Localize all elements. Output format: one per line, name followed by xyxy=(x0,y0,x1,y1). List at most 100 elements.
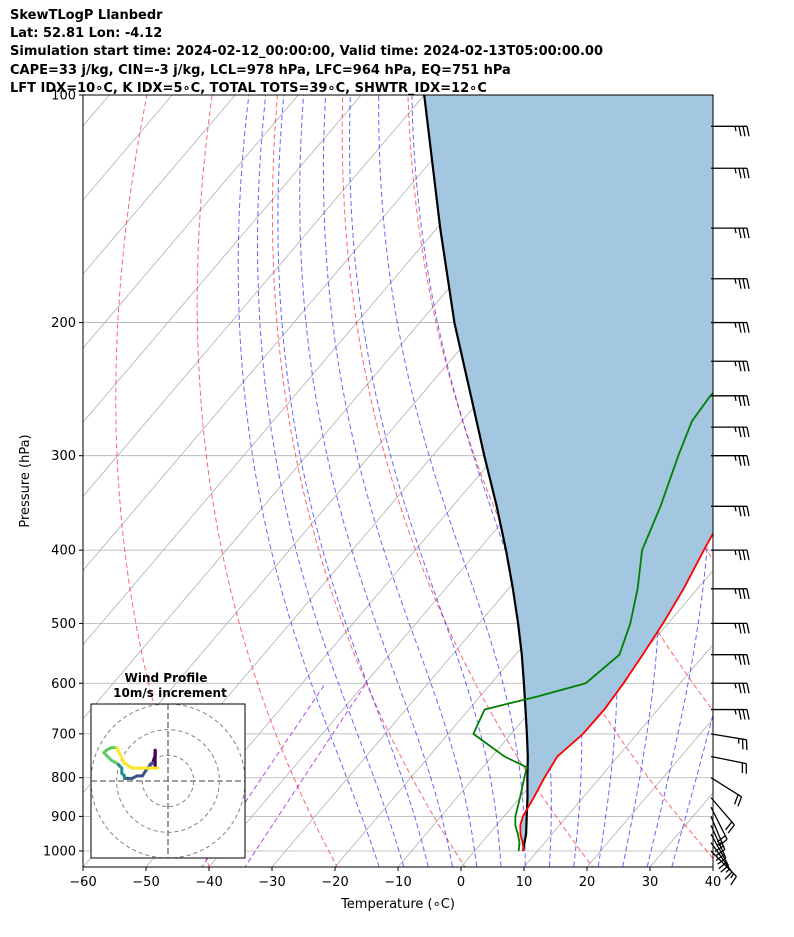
wind-barb-flag xyxy=(738,683,742,694)
x-tick-label: −10 xyxy=(384,875,411,890)
wind-barb-half-flag xyxy=(734,426,737,433)
wind-barb-flag xyxy=(716,835,726,843)
wind-barb-flag xyxy=(742,455,746,466)
wind-barb xyxy=(711,360,750,372)
isotherm--110 xyxy=(83,95,425,498)
wind-barb-flag xyxy=(746,506,750,517)
wind-barb-half-flag xyxy=(734,550,737,556)
x-tick-label: 10 xyxy=(516,875,533,890)
wind-barb xyxy=(710,777,743,807)
y-tick-label: 100 xyxy=(51,89,76,104)
wind-barb-flag xyxy=(746,588,750,599)
wind-barb-half-flag xyxy=(734,361,737,367)
isotherm-50 xyxy=(763,22,794,883)
hodograph-segment xyxy=(122,761,134,770)
wind-barb-flag xyxy=(742,683,746,694)
isotherm--140 xyxy=(83,95,236,275)
wind-barb-half-flag xyxy=(734,588,737,594)
wind-barb-half-flag xyxy=(734,168,737,174)
dry-adiabat-410 xyxy=(714,22,794,883)
x-tick-label: −50 xyxy=(132,875,159,890)
y-tick-label: 1000 xyxy=(43,844,76,859)
y-tick-label: 600 xyxy=(51,677,76,692)
x-tick-label: −20 xyxy=(321,875,348,890)
wind-barb-flag xyxy=(742,361,746,372)
wind-barb-half-flag xyxy=(734,126,737,132)
isotherm--130 xyxy=(83,95,299,349)
wind-barb-staff xyxy=(710,777,742,798)
wind-barb-half-flag xyxy=(734,395,737,401)
wind-barb-flag xyxy=(738,361,742,372)
isotherm-40 xyxy=(712,866,713,867)
wind-barb-flag xyxy=(746,168,750,179)
hodograph-segment xyxy=(117,751,126,765)
wind-barb-flag xyxy=(738,426,742,438)
chart-title: SkewTLogP Llanbedr xyxy=(10,8,163,23)
wind-barb-flag xyxy=(737,796,743,807)
moist-adiabat--16 xyxy=(237,95,380,867)
wind-profile-inset: Wind Profile 10m/s increment xyxy=(90,671,246,859)
wind-barb-half-flag xyxy=(734,322,737,328)
parcel-profile-line xyxy=(423,95,529,852)
moist-adiabat-8 xyxy=(378,95,526,867)
wind-barb-flag xyxy=(738,588,742,599)
wind-barb-flag xyxy=(742,426,746,438)
wind-barb-flag xyxy=(742,709,746,720)
dry-adiabat-290 xyxy=(341,95,594,867)
wind-barb-flag xyxy=(746,550,750,561)
indices-line-2: LFT IDX=10∘C, K IDX=5∘C, TOTAL TOTS=39∘C… xyxy=(10,80,487,96)
wind-barb xyxy=(711,708,750,720)
location-line: Lat: 52.81 Lon: -4.12 xyxy=(10,26,163,42)
wind-barb xyxy=(711,167,750,179)
wind-barb-flag xyxy=(738,395,742,406)
wind-barb-half-flag xyxy=(734,683,737,689)
wind-barb-flag xyxy=(715,853,725,862)
inset-frame xyxy=(90,703,246,859)
wind-barb xyxy=(711,682,750,694)
temperature-profile-line xyxy=(519,531,713,852)
wind-barb-flag xyxy=(738,126,742,137)
x-tick-label: −60 xyxy=(69,875,96,890)
wind-barb-flag xyxy=(742,126,746,137)
wind-barb-flag xyxy=(746,709,750,720)
wind-barb xyxy=(711,321,750,333)
times-line: Simulation start time: 2024-02-12_00:00:… xyxy=(10,44,603,60)
wind-barb-staff xyxy=(710,797,735,826)
wind-barb xyxy=(711,588,750,599)
mixing-ratio-0.1 xyxy=(201,683,326,867)
isotherm-10 xyxy=(523,644,713,867)
wind-barb-flag xyxy=(746,623,750,634)
wind-barb-flag xyxy=(738,709,742,720)
wind-barb-flag xyxy=(718,861,727,870)
y-tick-label: 300 xyxy=(51,449,76,464)
moist-adiabat-28 xyxy=(628,95,711,867)
wind-barb-staff xyxy=(710,833,730,866)
indices-line-1: CAPE=33 j/kg, CIN=-3 j/kg, LCL=978 hPa, … xyxy=(10,62,511,78)
wind-barb-flag xyxy=(738,168,742,179)
moist-adiabat--8 xyxy=(277,95,429,867)
wind-barb-flag xyxy=(746,361,750,372)
wind-barb-flag xyxy=(738,322,742,333)
cape-shade-area xyxy=(424,95,713,851)
isotherm--150 xyxy=(83,95,173,201)
wind-barb-flag xyxy=(738,455,742,466)
wind-barb-flag xyxy=(742,654,746,665)
x-tick-label: −30 xyxy=(258,875,285,890)
wind-barb xyxy=(710,733,748,751)
wind-barb-flag xyxy=(742,550,746,561)
wind-barb-flag xyxy=(717,857,727,865)
wind-barb-flag xyxy=(746,683,750,694)
wind-barb-flag xyxy=(746,322,750,333)
wind-barbs xyxy=(710,125,750,886)
wind-barb-flag xyxy=(746,227,750,239)
wind-barb xyxy=(711,395,750,406)
wind-barb xyxy=(711,549,750,561)
y-tick-label: 700 xyxy=(51,727,76,742)
wind-barb-flag xyxy=(738,278,742,289)
wind-barb-flag xyxy=(742,506,746,517)
wind-barb-flag xyxy=(746,455,750,466)
wind-barb xyxy=(711,505,750,517)
mixing-ratio-0.2 xyxy=(244,683,367,867)
moist-adiabat--12 xyxy=(257,95,405,867)
